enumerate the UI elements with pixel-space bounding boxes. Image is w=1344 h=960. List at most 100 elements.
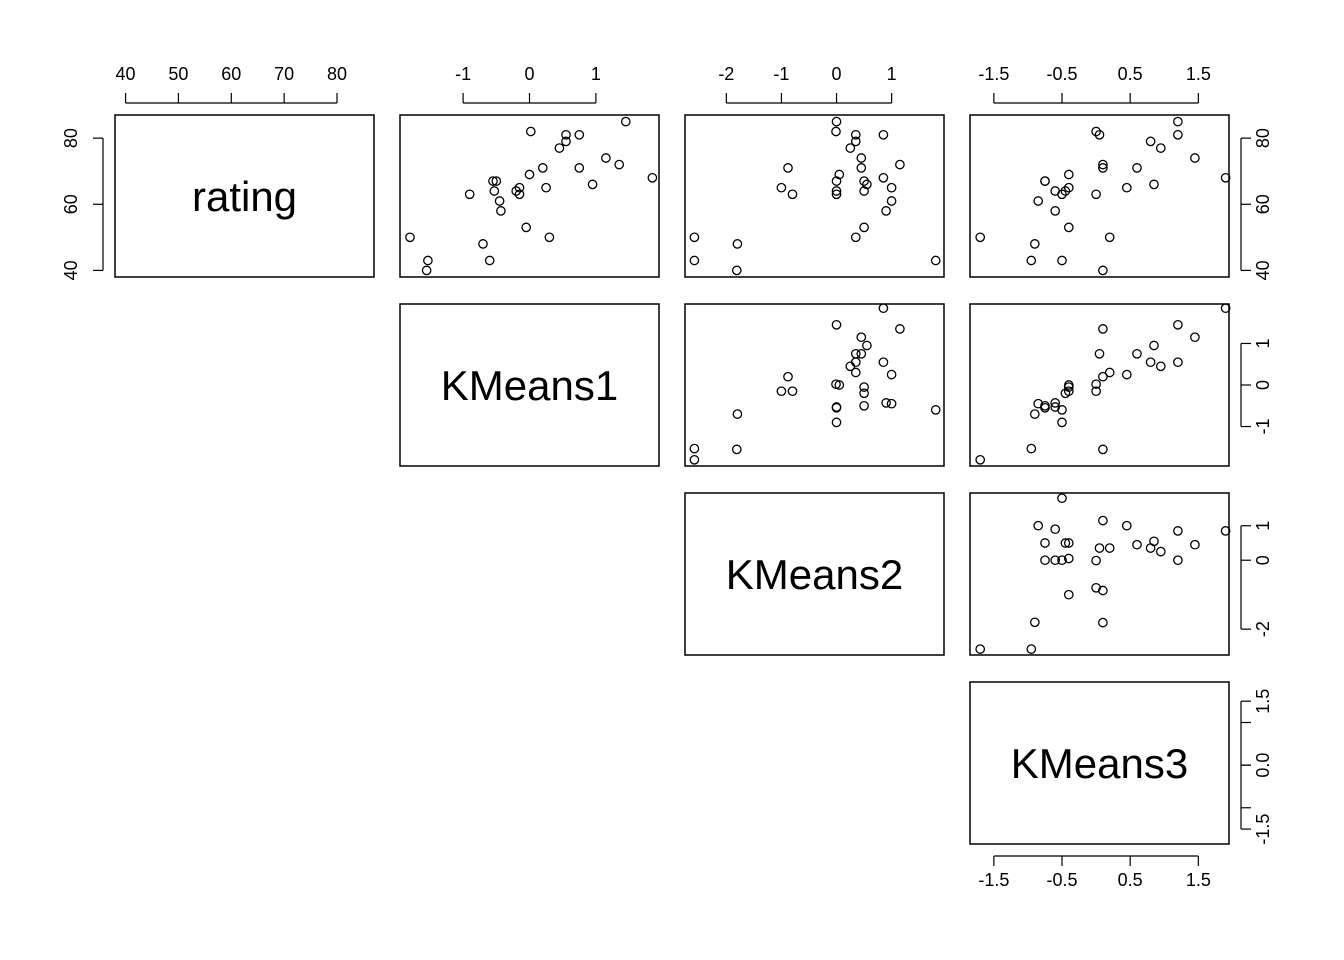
point-rating-vs-kmeans3 [1060, 186, 1071, 196]
point-kmeans1-vs-kmeans3 [1121, 369, 1132, 380]
top-tick-label-kmeans2: -1 [773, 64, 789, 84]
panel-kmeans1-vs-kmeans3 [969, 303, 1230, 467]
point-rating-vs-kmeans2 [850, 129, 861, 140]
point-rating-vs-kmeans3 [1132, 163, 1142, 173]
panel-rating-vs-kmeans3 [969, 114, 1230, 278]
point-kmeans2-vs-kmeans3 [1173, 526, 1183, 536]
left-tick-label-rating: 80 [61, 128, 81, 148]
point-kmeans1-vs-kmeans2 [856, 348, 867, 359]
point-kmeans2-vs-kmeans3 [1220, 526, 1231, 536]
point-kmeans1-vs-kmeans3 [1091, 379, 1101, 390]
point-kmeans1-vs-kmeans3 [975, 454, 986, 465]
panel-rating-vs-kmeans2 [684, 114, 945, 278]
point-kmeans1-vs-kmeans2 [689, 443, 700, 454]
point-rating-vs-kmeans1 [514, 189, 525, 200]
point-rating-vs-kmeans3 [1057, 255, 1067, 266]
point-rating-vs-kmeans2 [787, 189, 798, 200]
point-kmeans2-vs-kmeans3 [1121, 520, 1132, 531]
top-tick-label-rating: 70 [274, 64, 294, 84]
point-kmeans1-vs-kmeans3 [1132, 348, 1142, 359]
point-rating-vs-kmeans3 [1091, 189, 1101, 200]
top-tick-label-rating: 40 [116, 64, 136, 84]
point-rating-vs-kmeans2 [831, 126, 841, 137]
right-tick-label-rating: 60 [1253, 194, 1273, 214]
point-kmeans2-vs-kmeans3 [1091, 555, 1101, 566]
top-tick-label-kmeans1: -1 [455, 64, 471, 84]
point-kmeans1-vs-kmeans2 [850, 348, 861, 359]
point-rating-vs-kmeans3 [1190, 153, 1200, 163]
point-rating-vs-kmeans2 [834, 169, 845, 180]
point-rating-vs-kmeans3 [1063, 169, 1074, 180]
point-rating-vs-kmeans1 [561, 136, 571, 147]
point-kmeans2-vs-kmeans3 [1155, 546, 1166, 557]
point-kmeans1-vs-kmeans3 [1220, 303, 1231, 314]
panel-kmeans1-vs-kmeans1 [399, 303, 660, 467]
point-kmeans2-vs-kmeans3 [1060, 538, 1071, 548]
right-tick-label-kmeans2: 0 [1253, 555, 1273, 565]
point-kmeans1-vs-kmeans2 [776, 386, 787, 397]
point-kmeans1-vs-kmeans3 [1173, 319, 1183, 330]
point-rating-vs-kmeans1 [521, 222, 532, 233]
point-rating-vs-kmeans3 [975, 232, 986, 243]
point-rating-vs-kmeans2 [886, 196, 897, 206]
point-rating-vs-kmeans3 [1033, 196, 1044, 206]
bottom-tick-label-kmeans3: -0.5 [1046, 870, 1077, 890]
point-kmeans1-vs-kmeans3 [1173, 357, 1183, 368]
point-kmeans2-vs-kmeans3 [1173, 555, 1183, 566]
top-tick-label-kmeans2: 1 [887, 64, 897, 84]
variable-label-kmeans2: KMeans2 [726, 551, 903, 598]
bottom-tick-label-kmeans3: 1.5 [1186, 870, 1211, 890]
top-tick-label-kmeans3: 1.5 [1186, 64, 1211, 84]
point-rating-vs-kmeans2 [859, 176, 869, 186]
left-tick-label-rating: 40 [61, 260, 81, 280]
point-rating-vs-kmeans2 [776, 182, 787, 193]
point-kmeans2-vs-kmeans3 [1029, 617, 1040, 628]
right-tick-label-kmeans3: -1.5 [1253, 814, 1273, 845]
panel-rating-vs-rating [114, 114, 375, 278]
top-tick-label-kmeans3: -1.5 [978, 64, 1009, 84]
right-tick-label-kmeans1: 1 [1253, 338, 1273, 348]
point-kmeans1-vs-kmeans2 [895, 324, 905, 334]
point-rating-vs-kmeans3 [1098, 265, 1108, 276]
point-kmeans2-vs-kmeans3 [1149, 536, 1159, 547]
variable-label-kmeans3: KMeans3 [1011, 740, 1188, 787]
right-tick-label-kmeans3: 0.0 [1253, 753, 1273, 778]
point-kmeans1-vs-kmeans2 [831, 417, 842, 428]
right-tick-label-rating: 80 [1253, 128, 1273, 148]
point-rating-vs-kmeans3 [1091, 126, 1101, 137]
panel-kmeans3-vs-kmeans3 [969, 681, 1230, 845]
point-rating-vs-kmeans2 [856, 153, 867, 163]
top-tick-label-kmeans3: -0.5 [1046, 64, 1077, 84]
top-tick-label-kmeans1: 1 [591, 64, 601, 84]
point-rating-vs-kmeans2 [886, 182, 897, 193]
point-rating-vs-kmeans3 [1173, 129, 1183, 140]
point-kmeans1-vs-kmeans2 [787, 386, 798, 397]
bottom-tick-label-kmeans3: 0.5 [1118, 870, 1143, 890]
point-rating-vs-kmeans3 [1094, 129, 1105, 140]
point-kmeans2-vs-kmeans3 [1098, 585, 1108, 596]
point-kmeans1-vs-kmeans3 [1190, 332, 1200, 343]
panel-rating-vs-kmeans1 [399, 114, 660, 278]
point-kmeans1-vs-kmeans3 [1057, 417, 1067, 428]
point-kmeans1-vs-kmeans2 [783, 371, 793, 382]
point-rating-vs-kmeans1 [423, 255, 433, 266]
point-kmeans1-vs-kmeans3 [1029, 409, 1040, 419]
point-kmeans1-vs-kmeans2 [886, 369, 897, 380]
point-rating-vs-kmeans1 [574, 163, 585, 173]
right-tick-label-kmeans1: -1 [1253, 419, 1273, 435]
point-rating-vs-kmeans3 [1098, 163, 1108, 173]
point-kmeans2-vs-kmeans3 [975, 644, 986, 654]
point-kmeans1-vs-kmeans2 [930, 405, 941, 415]
point-rating-vs-kmeans3 [1063, 182, 1074, 193]
point-rating-vs-kmeans2 [862, 179, 872, 190]
right-tick-label-kmeans2: 1 [1253, 521, 1273, 531]
point-kmeans1-vs-kmeans3 [1091, 386, 1101, 397]
point-rating-vs-kmeans1 [587, 179, 598, 190]
point-rating-vs-kmeans3 [1040, 176, 1050, 186]
point-rating-vs-kmeans1 [514, 182, 525, 193]
point-rating-vs-kmeans1 [488, 176, 498, 186]
point-rating-vs-kmeans2 [930, 255, 941, 266]
point-kmeans1-vs-kmeans2 [859, 388, 869, 399]
point-rating-vs-kmeans2 [732, 239, 743, 249]
point-kmeans1-vs-kmeans3 [1104, 367, 1115, 378]
